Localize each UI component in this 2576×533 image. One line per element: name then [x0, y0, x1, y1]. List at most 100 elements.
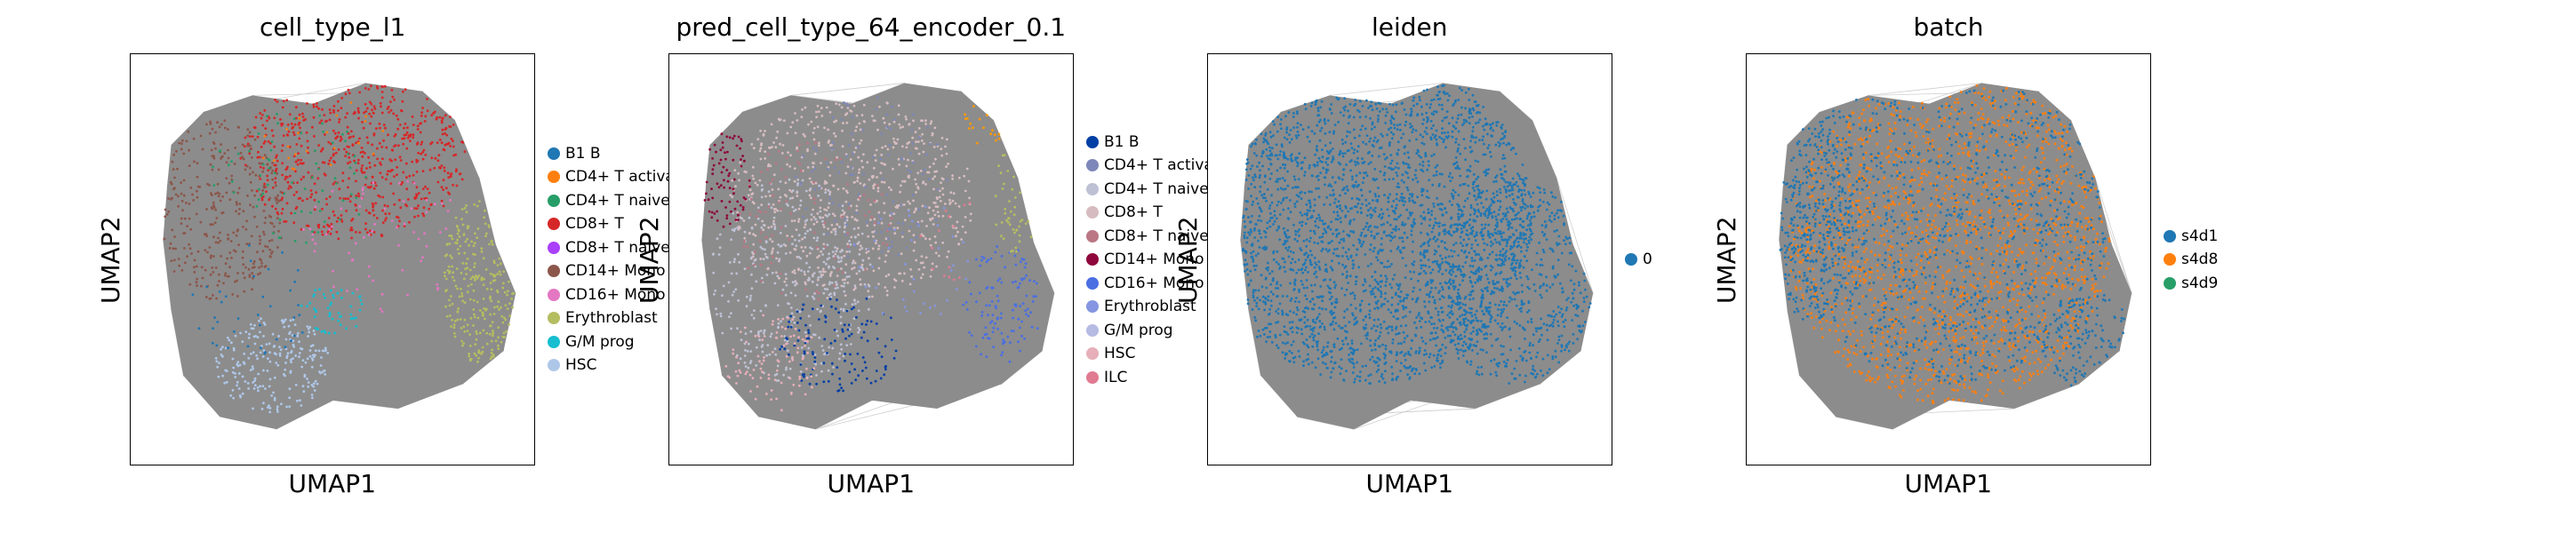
- data-point: [184, 261, 187, 265]
- data-point: [508, 323, 510, 326]
- data-point: [777, 360, 780, 363]
- data-point: [1014, 263, 1018, 266]
- data-point: [300, 178, 303, 181]
- data-point: [908, 202, 911, 205]
- data-point: [257, 150, 260, 154]
- legend-item: G/M prog: [548, 330, 675, 354]
- data-point: [960, 238, 963, 241]
- data-point: [298, 314, 301, 317]
- data-point: [955, 227, 958, 230]
- data-point: [449, 295, 452, 298]
- data-point: [834, 252, 837, 256]
- data-point: [797, 255, 800, 259]
- data-point: [989, 132, 993, 136]
- data-point: [995, 223, 998, 227]
- data-point: [361, 164, 364, 167]
- data-point: [484, 232, 488, 235]
- data-point: [349, 305, 352, 308]
- data-point: [264, 244, 267, 248]
- data-point: [831, 266, 835, 268]
- data-point: [1413, 372, 1417, 375]
- data-point: [385, 178, 388, 181]
- data-point: [252, 171, 254, 174]
- data-point: [1445, 136, 1449, 139]
- data-point: [1013, 231, 1016, 235]
- data-point: [1304, 222, 1308, 226]
- data-point: [196, 162, 199, 165]
- data-point: [735, 354, 739, 357]
- data-point: [743, 236, 747, 240]
- data-point: [836, 298, 838, 301]
- data-point: [1354, 160, 1356, 163]
- data-point: [812, 367, 816, 370]
- data-point: [268, 196, 272, 200]
- data-point: [474, 343, 477, 346]
- data-point: [798, 378, 802, 380]
- data-point: [311, 358, 315, 362]
- data-point: [316, 382, 319, 386]
- data-point: [356, 158, 360, 162]
- data-point: [225, 161, 228, 164]
- data-point: [860, 322, 864, 326]
- data-point: [833, 257, 836, 259]
- data-point: [717, 186, 721, 189]
- data-point: [1009, 341, 1012, 345]
- data-point: [281, 319, 284, 322]
- data-point: [933, 235, 937, 238]
- data-point: [231, 179, 234, 183]
- data-point: [400, 183, 403, 186]
- data-point: [815, 220, 819, 224]
- data-point: [268, 305, 272, 308]
- data-point: [1468, 122, 1471, 125]
- data-point: [1515, 262, 1518, 265]
- data-point: [1293, 186, 1297, 189]
- data-point: [722, 284, 725, 288]
- data-point: [266, 163, 268, 166]
- data-point: [805, 367, 808, 370]
- data-point: [478, 309, 482, 312]
- data-point: [1431, 227, 1435, 230]
- data-point: [819, 210, 822, 213]
- data-point: [1493, 238, 1497, 242]
- data-point: [915, 207, 917, 211]
- legend-marker: [1086, 229, 1099, 243]
- data-point: [303, 187, 307, 191]
- data-point: [1000, 354, 1004, 357]
- data-point: [793, 321, 796, 324]
- data-point: [328, 108, 332, 111]
- data-point: [1454, 99, 1457, 102]
- data-point: [767, 205, 771, 208]
- data-point: [253, 215, 256, 219]
- data-point: [876, 187, 880, 190]
- data-point: [1452, 197, 1455, 200]
- data-point: [442, 147, 445, 151]
- data-point: [786, 338, 788, 340]
- data-point: [232, 396, 235, 400]
- data-point: [370, 84, 372, 88]
- data-point: [379, 101, 382, 105]
- data-point: [797, 220, 800, 223]
- data-point: [493, 279, 497, 282]
- data-point: [739, 147, 741, 150]
- data-point: [1475, 136, 1478, 139]
- data-point: [317, 144, 320, 147]
- data-point: [450, 235, 453, 238]
- data-point: [1324, 122, 1327, 125]
- data-point: [815, 382, 818, 386]
- data-point: [846, 191, 849, 195]
- data-point: [809, 323, 812, 327]
- data-point: [253, 377, 257, 380]
- data-point: [836, 268, 839, 272]
- data-point: [821, 270, 825, 274]
- data-point: [212, 271, 215, 274]
- data-point: [846, 282, 850, 284]
- data-point: [772, 219, 775, 223]
- data-point: [813, 167, 817, 171]
- data-point: [297, 304, 300, 306]
- data-point: [313, 250, 316, 253]
- data-point: [1268, 177, 1272, 180]
- data-point: [821, 216, 825, 219]
- data-point: [470, 240, 473, 243]
- data-point: [884, 163, 887, 166]
- data-point: [889, 127, 892, 131]
